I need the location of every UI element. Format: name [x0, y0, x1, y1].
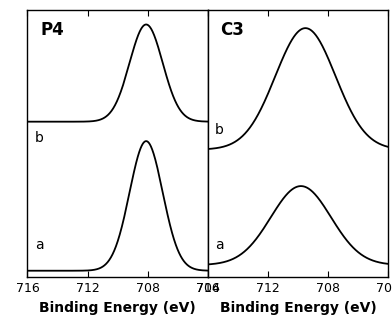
Text: a: a	[34, 238, 43, 252]
Text: b: b	[215, 123, 224, 137]
Text: C3: C3	[220, 20, 244, 39]
X-axis label: Binding Energy (eV): Binding Energy (eV)	[39, 301, 196, 314]
Text: b: b	[34, 131, 44, 145]
Text: P4: P4	[40, 20, 64, 39]
Text: a: a	[215, 238, 223, 252]
X-axis label: Binding Energy (eV): Binding Energy (eV)	[220, 301, 376, 314]
